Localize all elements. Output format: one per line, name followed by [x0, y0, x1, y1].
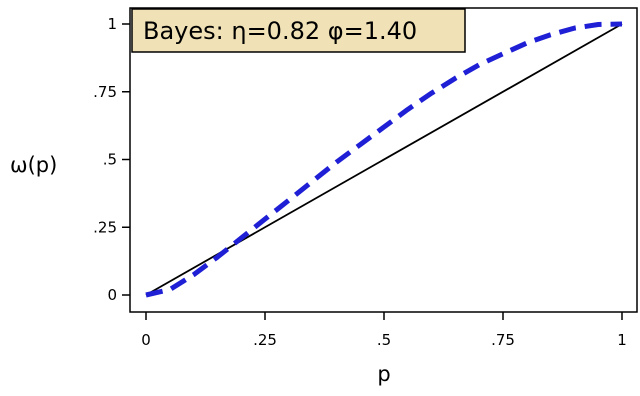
annotation-box	[131, 8, 466, 53]
y-tick-label: 1	[107, 15, 117, 33]
x-axis-title: p	[377, 362, 390, 386]
y-tick-label: 0	[107, 286, 117, 304]
y-tick-label: .5	[103, 151, 117, 169]
x-tick-label: .25	[253, 331, 277, 349]
x-tick-label: 0	[141, 331, 151, 349]
y-tick-label: .75	[93, 83, 117, 101]
y-tick-label: .25	[93, 218, 117, 236]
x-tick-label: 1	[617, 331, 627, 349]
x-tick-label: .5	[377, 331, 391, 349]
bayes-curve-line	[145, 21, 623, 298]
x-tick-label: .75	[491, 331, 515, 349]
annotation-text: Bayes: η=0.82 φ=1.40	[143, 17, 417, 45]
y-axis-title: ω(p)	[10, 153, 57, 177]
